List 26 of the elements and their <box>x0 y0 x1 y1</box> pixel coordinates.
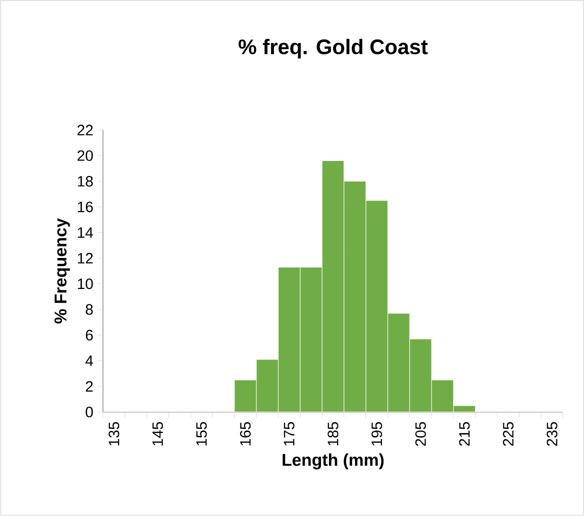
x-tick-label: 205 <box>415 422 426 446</box>
y-tick-label: 22 <box>78 124 93 136</box>
x-tick-label: 195 <box>371 422 382 446</box>
y-tick-label: 6 <box>86 330 93 340</box>
y-tick-label: 4 <box>85 356 94 366</box>
x-tick-label: 175 <box>284 422 294 446</box>
y-tick-label: 16 <box>78 202 93 212</box>
x-tick-label: 235 <box>546 422 558 446</box>
x-tick-label: 215 <box>459 422 470 446</box>
x-tick-label: 155 <box>196 422 207 446</box>
y-tick-label: 14 <box>78 227 94 238</box>
x-tick-label: 145 <box>152 422 163 446</box>
x-tick-label: 185 <box>328 422 338 446</box>
y-tick-label: 20 <box>78 150 93 161</box>
y-tick-label: 10 <box>78 278 93 290</box>
x-tick-label: 165 <box>240 422 251 446</box>
y-tick-label: 8 <box>86 304 93 315</box>
x-tick-label: 225 <box>502 422 514 446</box>
chart-title: % freq. Gold Coast <box>238 38 428 58</box>
x-tick-label: 135 <box>108 422 120 446</box>
y-tick-label: 18 <box>78 176 93 187</box>
y-axis-title: % Frequency <box>54 218 70 324</box>
y-tick-label: 12 <box>78 252 93 264</box>
x-axis-title: Length (mm) <box>282 453 384 470</box>
y-tick-label: 2 <box>86 381 93 392</box>
y-tick-label: 0 <box>86 406 93 418</box>
